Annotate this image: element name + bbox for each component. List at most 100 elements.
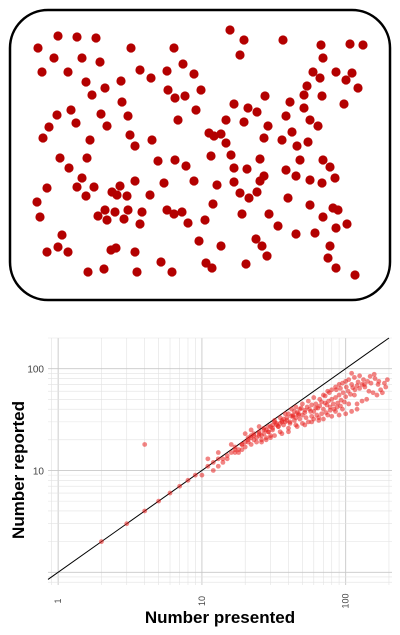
stimulus-dot: [221, 138, 231, 148]
stimulus-dot: [342, 219, 352, 229]
data-point: [302, 410, 308, 416]
data-point: [379, 390, 385, 396]
stimulus-dot: [239, 117, 249, 127]
data-point: [248, 427, 254, 433]
data-point: [352, 387, 358, 393]
stimulus-dot: [225, 25, 235, 35]
stimulus-dot: [125, 130, 135, 140]
data-point: [313, 405, 319, 411]
axis-ticks: 1 10 100 10 100: [27, 365, 350, 609]
data-point: [215, 456, 221, 462]
stimulus-dot: [170, 93, 180, 103]
stimulus-dot: [207, 263, 217, 273]
data-point: [346, 377, 352, 383]
data-point: [349, 370, 355, 376]
stimulus-dot: [170, 155, 180, 165]
stimulus-dot: [169, 209, 179, 219]
y-tick-label: 10: [33, 466, 45, 477]
data-point: [343, 384, 349, 390]
stimulus-dot: [331, 223, 341, 233]
stimulus-dot: [229, 163, 239, 173]
data-point: [370, 390, 376, 396]
data-point: [314, 412, 320, 418]
stimulus-dot: [135, 65, 145, 75]
data-point: [374, 392, 380, 398]
data-point: [305, 419, 311, 425]
data-point: [382, 380, 387, 386]
stimulus-dot: [178, 59, 188, 69]
data-point: [375, 382, 381, 387]
stimulus-dot: [244, 193, 254, 203]
stimulus-dot: [325, 241, 335, 251]
data-point: [309, 419, 315, 425]
stimulus-dot: [358, 40, 368, 50]
stimulus-dot: [83, 267, 93, 277]
data-point: [302, 422, 308, 428]
stimulus-dot: [72, 182, 82, 192]
stimulus-dot: [57, 230, 67, 240]
data-point: [349, 382, 355, 387]
data-point: [362, 382, 367, 387]
data-point: [359, 398, 365, 404]
data-point: [232, 447, 238, 453]
data-point: [346, 401, 352, 407]
stimulus-dot: [323, 253, 333, 263]
stimulus-dot: [126, 43, 136, 53]
data-point: [292, 418, 297, 423]
x-tick-label: 100: [341, 593, 351, 608]
data-point: [228, 450, 234, 455]
stimulus-dot: [331, 263, 341, 273]
data-point: [354, 401, 360, 407]
stimulus-dot: [82, 153, 92, 163]
data-point: [329, 413, 335, 419]
stimulus-dot: [183, 218, 193, 228]
data-point: [274, 420, 279, 426]
data-point: [192, 472, 198, 478]
data-point: [215, 463, 221, 469]
stimulus-dot: [345, 39, 355, 49]
data-point: [366, 388, 372, 394]
data-point: [329, 396, 335, 402]
stimulus-dot: [325, 162, 335, 172]
stimulus-dot: [63, 247, 73, 257]
stimulus-dot: [313, 121, 323, 131]
data-point: [263, 437, 269, 443]
stimulus-dot: [63, 67, 73, 77]
x-tick-label: 10: [197, 596, 207, 606]
stimulus-dot: [191, 105, 201, 115]
data-point: [352, 392, 357, 398]
stimulus-dot: [285, 97, 295, 107]
data-point: [282, 411, 288, 417]
stimulus-dot: [277, 135, 287, 145]
stimulus-dot: [167, 267, 177, 277]
stimulus-dot: [85, 135, 95, 145]
y-axis-label: Number reported: [9, 401, 28, 539]
stimulus-dot: [353, 83, 363, 93]
data-point: [364, 396, 370, 402]
stimulus-dot: [100, 83, 110, 93]
stimulus-dot: [235, 50, 245, 60]
stimulus-dot: [77, 53, 87, 63]
stimulus-dot: [33, 43, 43, 53]
data-point: [340, 380, 345, 386]
stimulus-dot: [44, 122, 54, 132]
stimulus-dot: [330, 173, 340, 183]
stimulus-dot: [111, 243, 121, 253]
data-point: [330, 401, 336, 407]
data-point: [199, 472, 205, 478]
data-point: [342, 399, 347, 405]
stimulus-dot: [99, 264, 109, 274]
stimulus-dot: [81, 191, 91, 201]
data-point: [384, 377, 390, 383]
data-point: [242, 431, 248, 437]
stimulus-dot: [237, 209, 247, 219]
data-point: [308, 409, 313, 414]
data-point: [321, 406, 326, 412]
stimulus-dot: [257, 241, 267, 251]
stimulus-dot: [77, 173, 87, 183]
data-point: [265, 429, 271, 435]
data-point: [167, 490, 173, 496]
stimulus-dot: [292, 141, 302, 151]
data-point: [205, 456, 211, 462]
stimulus-dot: [263, 121, 273, 131]
